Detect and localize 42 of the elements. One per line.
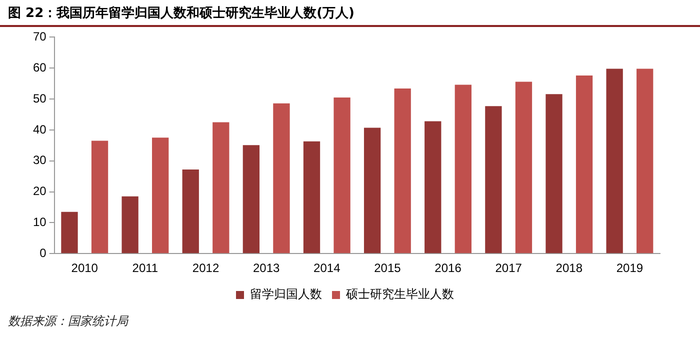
x-tick-label: 2010 [71, 261, 98, 276]
bar [61, 212, 78, 254]
source-note: 数据来源：国家统计局 [7, 313, 130, 330]
y-tick-label: 60 [32, 60, 47, 74]
x-tick-label: 2011 [132, 261, 158, 276]
bar [606, 68, 623, 254]
legend-label: 留学归国人数 [250, 287, 322, 302]
bar [242, 145, 260, 254]
bar [91, 140, 108, 254]
x-tick-label: 2016 [434, 261, 462, 276]
y-tick-label: 0 [40, 246, 47, 260]
bar [424, 121, 442, 254]
bar [273, 103, 290, 254]
y-tick-label: 50 [32, 91, 47, 106]
legend-label: 硕士研究生毕业人数 [345, 287, 454, 302]
bar [636, 68, 654, 254]
x-tick-label: 2018 [556, 261, 583, 276]
bar [122, 196, 138, 254]
bar [334, 97, 350, 254]
y-tick-label: 40 [32, 122, 47, 136]
y-tick-label: 10 [32, 215, 47, 229]
x-tick-label: 2017 [495, 261, 522, 276]
x-tick-label: 2019 [616, 261, 644, 276]
bar [364, 128, 381, 254]
bar [303, 141, 320, 254]
bar [485, 106, 502, 254]
bar [515, 82, 532, 254]
bar [546, 94, 562, 254]
y-tick-label: 30 [32, 153, 47, 168]
bar [394, 88, 411, 254]
chart-title: 图 22：我国历年留学归国人数和硕士研究生毕业人数(万人) [0, 0, 700, 27]
x-tick-label: 2012 [192, 261, 220, 276]
x-tick-label: 2014 [314, 261, 341, 276]
bar [212, 122, 230, 254]
x-tick-label: 2013 [252, 261, 280, 276]
bar [576, 76, 593, 254]
y-tick-label: 20 [32, 184, 47, 198]
bar [152, 138, 169, 254]
bar [182, 170, 199, 254]
x-tick-label: 2015 [374, 261, 402, 276]
y-tick-label: 70 [32, 30, 47, 44]
bar [454, 84, 472, 254]
